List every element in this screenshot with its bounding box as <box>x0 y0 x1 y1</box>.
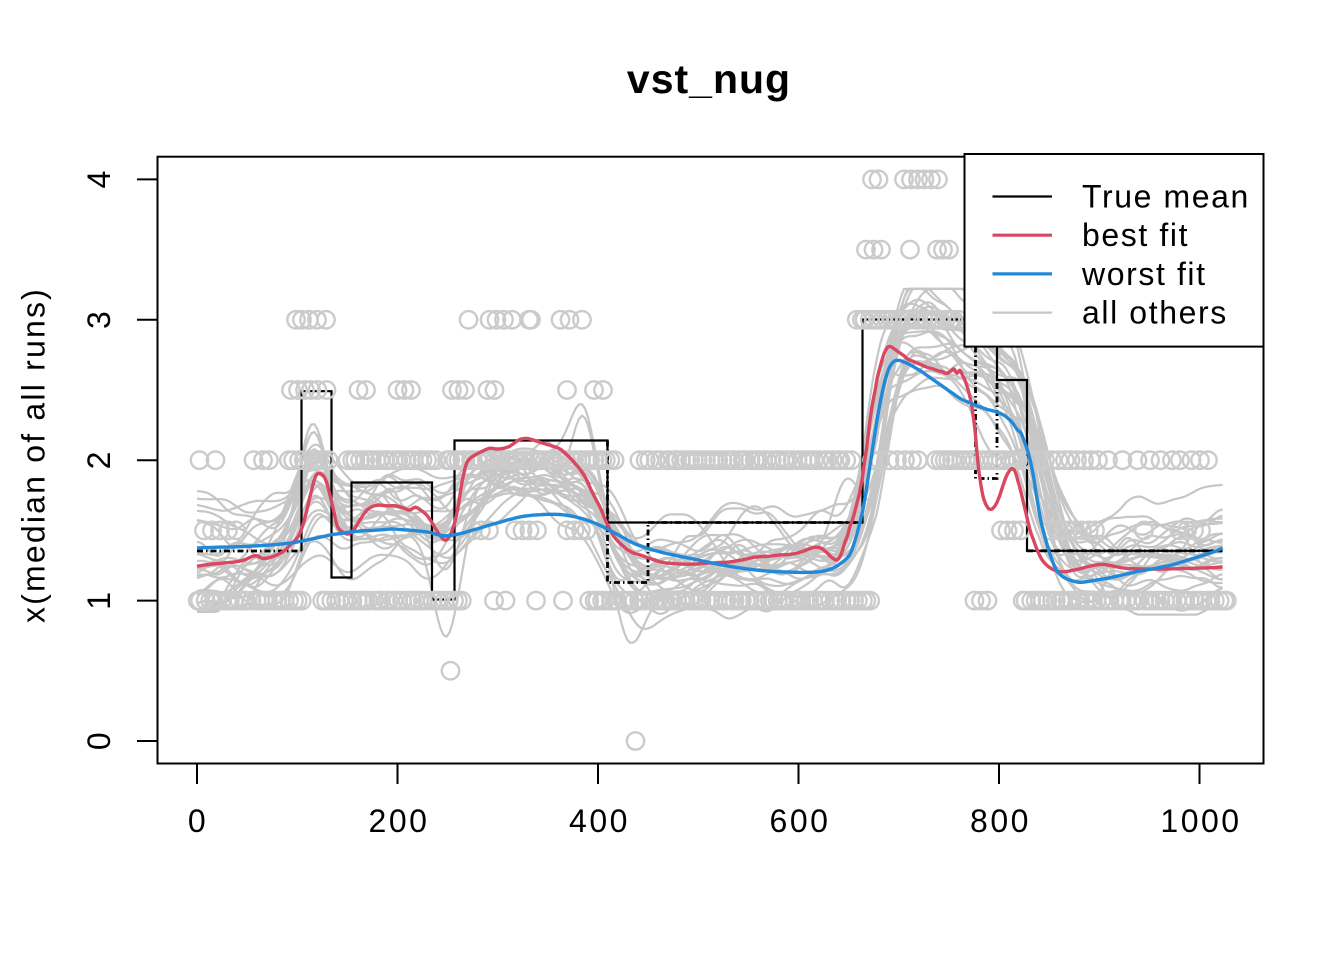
svg-text:vst_nug: vst_nug <box>627 56 791 102</box>
svg-text:200: 200 <box>369 803 430 839</box>
svg-text:worst fit: worst fit <box>1081 256 1207 292</box>
svg-text:3: 3 <box>81 309 117 329</box>
svg-text:1000: 1000 <box>1160 803 1241 839</box>
svg-text:all others: all others <box>1082 295 1228 331</box>
svg-text:0: 0 <box>81 730 117 750</box>
svg-text:True mean: True mean <box>1082 179 1250 215</box>
svg-text:0: 0 <box>188 803 208 839</box>
svg-text:1: 1 <box>81 589 117 609</box>
svg-text:800: 800 <box>970 803 1031 839</box>
svg-text:400: 400 <box>569 803 630 839</box>
svg-text:600: 600 <box>770 803 831 839</box>
svg-text:best fit: best fit <box>1082 217 1189 253</box>
svg-text:x(median of all runs): x(median of all runs) <box>16 287 52 623</box>
svg-text:4: 4 <box>81 168 117 188</box>
svg-text:2: 2 <box>81 449 117 469</box>
